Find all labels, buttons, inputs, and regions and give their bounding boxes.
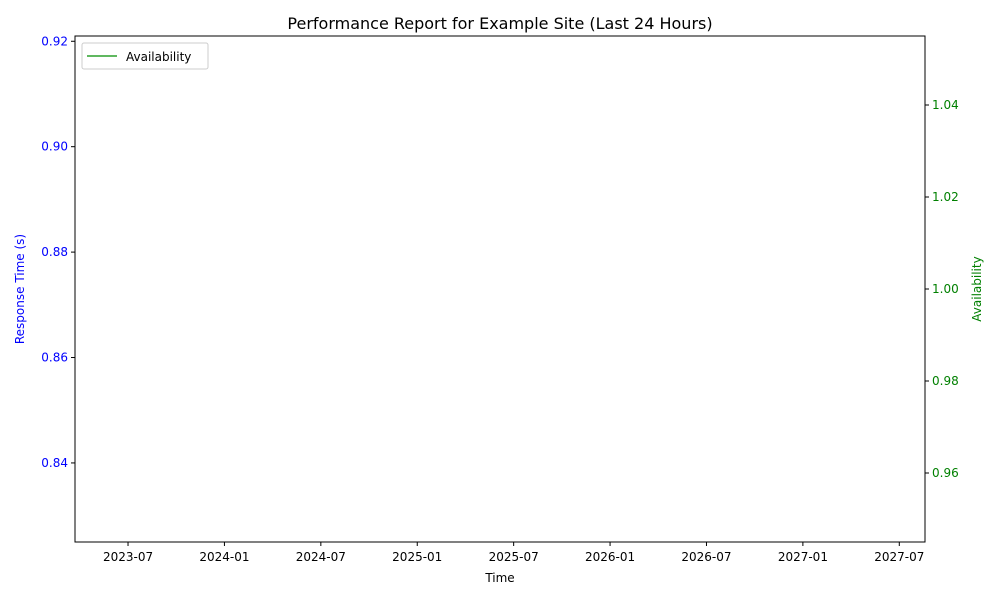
legend-label-availability: Availability: [126, 50, 191, 64]
left-y-tick-label: 0.90: [41, 140, 68, 154]
right-y-axis-label: Availability: [970, 256, 984, 321]
chart-title: Performance Report for Example Site (Las…: [287, 14, 712, 33]
x-tick-label: 2025-01: [392, 550, 442, 564]
x-tick-label: 2023-07: [103, 550, 153, 564]
x-axis-ticks: 2023-07 2024-01 2024-07 2025-01 2025-07 2026-…: [103, 542, 924, 564]
x-tick-label: 2026-01: [585, 550, 635, 564]
right-y-tick-label: 1.02: [932, 190, 959, 204]
right-y-tick-label: 1.00: [932, 282, 959, 296]
x-tick-label: 2027-01: [778, 550, 828, 564]
right-y-tick-label: 0.96: [932, 466, 959, 480]
left-y-tick-label: 0.84: [41, 456, 68, 470]
left-y-tick-label: 0.88: [41, 245, 68, 259]
legend: Availability: [81, 42, 209, 70]
right-y-axis-ticks: 0.96 0.98 1.00 1.02 1.04: [925, 98, 959, 480]
legend-box: [81, 42, 209, 70]
right-y-tick-label: 0.98: [932, 374, 959, 388]
x-tick-label: 2026-07: [681, 550, 731, 564]
left-y-tick-label: 0.86: [41, 351, 68, 365]
x-tick-label: 2024-07: [296, 550, 346, 564]
left-y-tick-label: 0.92: [41, 34, 68, 48]
x-tick-label: 2025-07: [489, 550, 539, 564]
left-y-axis-ticks: 0.84 0.86 0.88 0.90 0.92: [41, 34, 75, 470]
left-y-axis-label: Response Time (s): [13, 234, 27, 344]
x-tick-label: 2024-01: [199, 550, 249, 564]
x-axis-label: Time: [484, 571, 514, 585]
right-y-tick-label: 1.04: [932, 98, 959, 112]
x-tick-label: 2027-07: [874, 550, 924, 564]
